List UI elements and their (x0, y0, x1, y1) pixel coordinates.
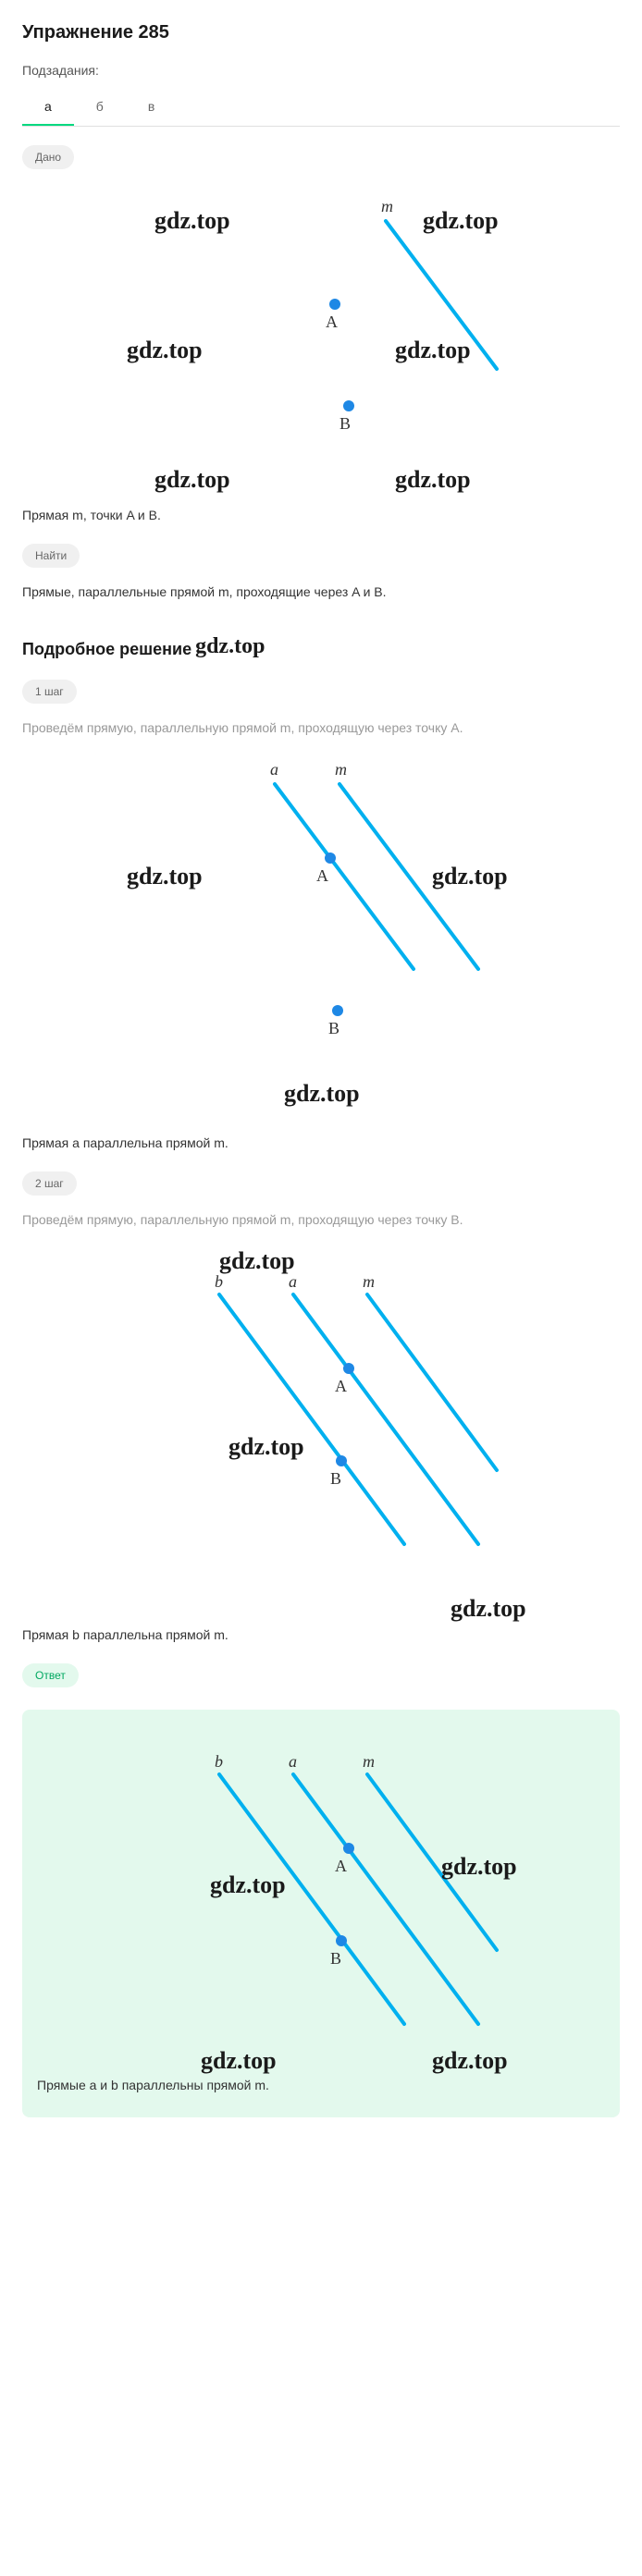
svg-text:A: A (326, 313, 338, 331)
svg-text:a: a (289, 1752, 297, 1771)
given-text: Прямая m, точки A и B. (22, 506, 620, 525)
step2-block: bamABgdz.topgdz.topgdz.top (22, 1248, 620, 1600)
diagram-given: mABgdz.topgdz.topgdz.topgdz.topgdz.topgd… (22, 184, 620, 480)
diagram-answer: bamABgdz.topgdz.topgdz.topgdz.top (37, 1728, 605, 2061)
pill-step2: 2 шаг (22, 1171, 77, 1196)
pill-given: Дано (22, 145, 74, 169)
exercise-title: Упражнение 285 (22, 18, 620, 46)
svg-text:m: m (363, 1752, 375, 1771)
step2-text: Проведём прямую, параллельную прямой m, … (22, 1210, 620, 1230)
svg-text:a: a (270, 760, 278, 779)
svg-text:B: B (328, 1019, 340, 1037)
svg-text:A: A (316, 866, 328, 885)
tab-a[interactable]: а (22, 90, 74, 126)
svg-text:b: b (215, 1272, 223, 1291)
step1-block: amABgdz.topgdz.topgdz.top (22, 756, 620, 1108)
step1-conclusion: Прямая a параллельна прямой m. (22, 1134, 620, 1153)
step2-conclusion: Прямая b параллельна прямой m. (22, 1625, 620, 1645)
find-text: Прямые, параллельные прямой m, проходящи… (22, 583, 620, 602)
step1-text: Проведём прямую, параллельную прямой m, … (22, 718, 620, 738)
svg-text:B: B (330, 1469, 341, 1488)
subtask-tabs: а б в (22, 90, 620, 127)
watermark-inline: gdz.top (195, 634, 265, 658)
diagram-step2: bamABgdz.topgdz.topgdz.top (22, 1248, 620, 1600)
tab-v[interactable]: в (126, 90, 177, 126)
svg-text:B: B (340, 414, 351, 433)
diagram-step1: amABgdz.topgdz.topgdz.top (22, 756, 620, 1108)
svg-text:A: A (335, 1377, 347, 1395)
svg-text:m: m (335, 760, 347, 779)
pill-find: Найти (22, 544, 80, 568)
page-root: Упражнение 285 Подзадания: а б в Дано m A… (0, 0, 642, 2136)
svg-text:m: m (363, 1272, 375, 1291)
tab-b[interactable]: б (74, 90, 126, 126)
svg-text:b: b (215, 1752, 223, 1771)
subtasks-label: Подзадания: (22, 61, 620, 80)
pill-answer: Ответ (22, 1663, 79, 1687)
svg-text:a: a (289, 1272, 297, 1291)
answer-diagram-wrap: bamABgdz.topgdz.topgdz.topgdz.top (37, 1728, 605, 2061)
svg-text:m: m (381, 197, 393, 215)
solution-title: Подробное решениеgdz.top (22, 632, 620, 665)
svg-text:A: A (335, 1857, 347, 1875)
answer-block: bamABgdz.topgdz.topgdz.topgdz.top Прямые… (22, 1710, 620, 2117)
pill-step1: 1 шаг (22, 680, 77, 704)
answer-text: Прямые a и b параллельны прямой m. (37, 2076, 605, 2095)
solution-title-text: Подробное решение (22, 640, 191, 658)
given-block: Дано mABgdz.topgdz.topgdz.topgdz.topgdz.… (22, 145, 620, 480)
svg-text:B: B (330, 1949, 341, 1968)
